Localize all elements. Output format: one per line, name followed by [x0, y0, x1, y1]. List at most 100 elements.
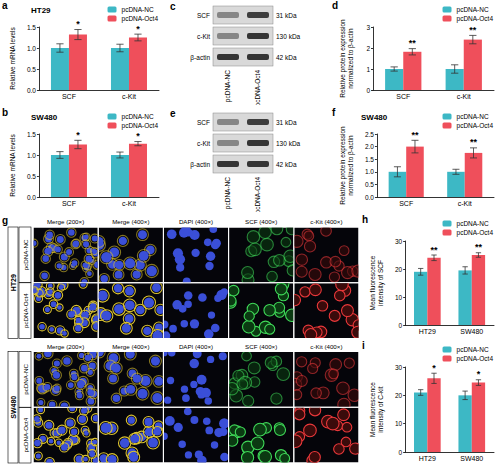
svg-text:0.5: 0.5: [27, 173, 36, 180]
svg-text:31 kDa: 31 kDa: [276, 12, 297, 19]
svg-text:30: 30: [395, 238, 403, 245]
svg-text:Merge (400×): Merge (400×): [112, 218, 149, 225]
svg-text:*: *: [136, 131, 140, 141]
svg-text:Merge (200×): Merge (200×): [47, 343, 84, 350]
svg-text:pcDNA-NC: pcDNA-NC: [457, 220, 489, 228]
svg-text:DAPI (400×): DAPI (400×): [179, 343, 213, 350]
svg-text:HT29: HT29: [419, 328, 436, 335]
svg-text:HT29: HT29: [419, 455, 436, 462]
svg-text:normalized to β-actin: normalized to β-actin: [347, 135, 355, 196]
svg-text:1.0: 1.0: [27, 152, 36, 159]
svg-text:pcDNA-Oct4: pcDNA-Oct4: [457, 355, 494, 363]
svg-text:*: *: [477, 369, 481, 379]
svg-text:3: 3: [366, 24, 370, 31]
svg-text:SW480: SW480: [31, 113, 58, 122]
svg-text:Mean fluorescence: Mean fluorescence: [369, 255, 376, 310]
svg-text:0.0: 0.0: [27, 87, 36, 94]
svg-text:intensity of SCF: intensity of SCF: [377, 260, 385, 306]
svg-text:*: *: [76, 130, 80, 140]
svg-text:pcDNA-Oct4: pcDNA-Oct4: [457, 229, 494, 237]
svg-text:10: 10: [395, 294, 403, 301]
svg-text:1: 1: [366, 66, 370, 73]
svg-text:SCF: SCF: [399, 200, 413, 207]
svg-text:SCF: SCF: [62, 200, 76, 207]
svg-text:**: **: [409, 38, 417, 48]
svg-text:31 kDa: 31 kDa: [276, 119, 297, 126]
svg-text:c-Kit: c-Kit: [457, 93, 471, 100]
svg-text:0: 0: [399, 449, 403, 456]
svg-text:pcDNA-Oct4: pcDNA-Oct4: [122, 15, 159, 23]
svg-text:pcDNA-NC: pcDNA-NC: [22, 239, 29, 270]
svg-text:1.5: 1.5: [27, 131, 36, 138]
svg-text:pcDNA-Oct4: pcDNA-Oct4: [457, 122, 494, 130]
svg-text:g: g: [2, 215, 8, 226]
svg-text:SW480: SW480: [10, 396, 17, 419]
svg-text:β-actin: β-actin: [190, 161, 210, 169]
svg-text:**: **: [431, 245, 439, 255]
svg-text:pcDNA-NC: pcDNA-NC: [457, 346, 489, 354]
svg-text:2: 2: [366, 45, 370, 52]
svg-text:SW480: SW480: [460, 455, 483, 462]
svg-text:pcDNA-Oct4: pcDNA-Oct4: [254, 70, 262, 105]
svg-text:HT29: HT29: [31, 6, 51, 15]
svg-text:SCF: SCF: [197, 119, 210, 126]
svg-text:Mean fluorescence: Mean fluorescence: [369, 382, 376, 437]
svg-text:pcDNA-NC: pcDNA-NC: [22, 364, 29, 395]
svg-text:Relative mRNA levels: Relative mRNA levels: [9, 27, 16, 90]
svg-text:Merge (200×): Merge (200×): [47, 218, 84, 225]
svg-text:*: *: [432, 363, 436, 373]
svg-text:Merge (400×): Merge (400×): [112, 343, 149, 350]
svg-text:pcDNA-NC: pcDNA-NC: [457, 6, 489, 14]
svg-text:pcDNA-Oct4: pcDNA-Oct4: [22, 293, 29, 328]
svg-text:0: 0: [366, 87, 370, 94]
svg-text:0.5: 0.5: [27, 66, 36, 73]
svg-text:SCF (400×): SCF (400×): [245, 218, 277, 225]
svg-text:42 kDa: 42 kDa: [276, 161, 297, 168]
svg-text:Relative protein expression: Relative protein expression: [339, 126, 347, 205]
svg-text:SCF: SCF: [197, 12, 210, 19]
svg-text:c-Kit: c-Kit: [122, 93, 136, 100]
svg-text:2.5: 2.5: [365, 131, 374, 138]
svg-text:130 kDa: 130 kDa: [276, 140, 301, 147]
svg-text:pcDNA-Oct4: pcDNA-Oct4: [457, 15, 494, 23]
svg-text:10: 10: [395, 420, 403, 427]
svg-text:β-actin: β-actin: [190, 54, 210, 62]
svg-text:1.5: 1.5: [27, 24, 36, 31]
svg-text:1.0: 1.0: [365, 168, 374, 175]
svg-text:f: f: [332, 107, 336, 118]
svg-text:0.0: 0.0: [27, 194, 36, 201]
svg-text:pcDNA-NC: pcDNA-NC: [224, 70, 232, 102]
svg-text:0: 0: [399, 322, 403, 329]
svg-text:DAPI (400×): DAPI (400×): [179, 218, 213, 225]
svg-text:*: *: [76, 19, 80, 29]
svg-text:h: h: [362, 214, 368, 225]
svg-text:c-Kit (400×): c-Kit (400×): [310, 343, 342, 350]
svg-text:d: d: [332, 0, 338, 11]
svg-text:intensity of C-kit: intensity of C-kit: [377, 386, 385, 432]
svg-text:Relative mRNA levels: Relative mRNA levels: [9, 134, 16, 197]
svg-text:SW480: SW480: [460, 328, 483, 335]
svg-text:pcDNA-NC: pcDNA-NC: [457, 113, 489, 121]
svg-text:c-Kit: c-Kit: [122, 200, 136, 207]
svg-text:Relative protein expression: Relative protein expression: [339, 19, 347, 98]
svg-text:c-Kit (400×): c-Kit (400×): [310, 218, 342, 225]
svg-text:pcDNA-Oct4: pcDNA-Oct4: [122, 122, 159, 130]
svg-text:**: **: [469, 25, 477, 35]
svg-text:c: c: [170, 1, 176, 12]
svg-text:SCF: SCF: [62, 93, 76, 100]
svg-text:normalized to β-actin: normalized to β-actin: [347, 28, 355, 89]
svg-text:pcDNA-Oct4: pcDNA-Oct4: [22, 417, 29, 452]
svg-text:0.0: 0.0: [365, 194, 374, 201]
svg-text:2.0: 2.0: [365, 143, 374, 150]
svg-text:c-Kit: c-Kit: [458, 200, 472, 207]
svg-text:i: i: [362, 340, 365, 351]
svg-text:130 kDa: 130 kDa: [276, 33, 301, 40]
svg-text:pcDNA-NC: pcDNA-NC: [224, 177, 232, 209]
svg-text:pcDNA-NC: pcDNA-NC: [122, 113, 154, 121]
svg-text:20: 20: [395, 392, 403, 399]
svg-text:20: 20: [395, 266, 403, 273]
svg-text:0.5: 0.5: [365, 181, 374, 188]
svg-text:42 kDa: 42 kDa: [276, 54, 297, 61]
svg-text:SCF: SCF: [396, 93, 410, 100]
svg-text:**: **: [475, 242, 483, 252]
